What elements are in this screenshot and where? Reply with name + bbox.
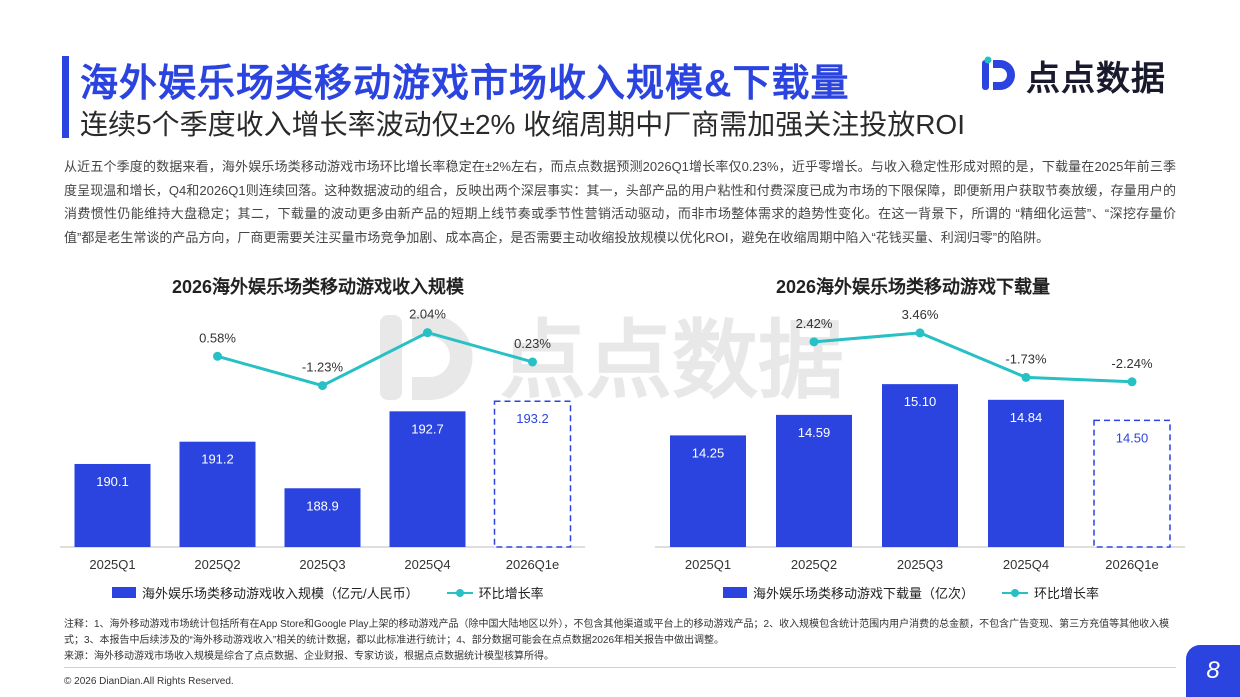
- chart-title-revenue: 2026海外娱乐场类移动游戏收入规模: [172, 277, 465, 297]
- legend-line-label: 环比增长率: [478, 586, 544, 601]
- bar-value-label: 188.9: [306, 498, 339, 513]
- growth-rate-point: [1021, 372, 1031, 382]
- bar-value-label: 192.7: [411, 421, 444, 436]
- footnote-annotation: 注释：1、海外移动游戏市场统计包括所有在App Store和Google Pla…: [64, 619, 1170, 646]
- growth-rate-label: -1.73%: [1005, 351, 1047, 366]
- bar: [670, 435, 746, 547]
- x-tick-label: 2025Q1: [685, 557, 731, 572]
- copyright: © 2026 DianDian.All Rights Reserved.: [64, 676, 234, 687]
- page-subtitle: 连续5个季度收入增长率波动仅±2% 收缩周期中厂商需加强关注投放ROI: [80, 109, 965, 140]
- bar: [988, 399, 1064, 547]
- x-tick-label: 2025Q2: [194, 557, 240, 572]
- revenue-chart: 190.1 2025Q1 191.2 2025Q2 188.9 2025Q3 192.7 20…: [60, 307, 585, 572]
- growth-rate-label: 2.42%: [796, 316, 833, 331]
- downloads-chart-legend: 海外娱乐场类移动游戏下载量（亿次） 环比增长率: [723, 583, 1099, 602]
- bar: [179, 441, 256, 547]
- legend-line-label: 环比增长率: [1034, 586, 1100, 601]
- chart-title-downloads: 2026海外娱乐场类移动游戏下载量: [776, 277, 1051, 297]
- growth-rate-point: [809, 337, 819, 347]
- legend-bar-label: 海外娱乐场类移动游戏下载量（亿次）: [753, 586, 975, 601]
- page-number: 8: [1206, 657, 1220, 684]
- logo-text: 点点数据: [1026, 59, 1166, 98]
- x-tick-label: 2026Q1e: [506, 557, 560, 572]
- bar: [882, 384, 958, 547]
- footnote-source: 来源：海外移动游戏市场收入规模是综合了点点数据、企业财报、专家访谈，根据点点数据…: [64, 651, 554, 662]
- bar-value-label: 14.50: [1116, 430, 1149, 445]
- bar-value-label: 14.59: [798, 425, 831, 440]
- legend-bar-label: 海外娱乐场类移动游戏收入规模（亿元/人民币）: [142, 586, 419, 601]
- logo-mark-icon: [982, 56, 1015, 90]
- footnotes: 注释：1、海外移动游戏市场统计包括所有在App Store和Google Pla…: [64, 617, 1179, 665]
- bar: [776, 414, 852, 547]
- growth-rate-label: 0.23%: [514, 336, 551, 351]
- legend-line-swatch: [1002, 588, 1029, 597]
- growth-rate-point: [528, 357, 537, 367]
- bar-estimate: [1093, 419, 1171, 548]
- bar-value-label: 190.1: [96, 474, 129, 489]
- downloads-chart: 14.25 2025Q1 14.59 2025Q2 15.10 2025Q3 14.84 20…: [655, 307, 1185, 572]
- description-paragraph: 从近五个季度的数据来看，海外娱乐场类移动游戏市场环比增长率稳定在±2%左右，而点…: [64, 159, 1176, 245]
- x-tick-label: 2025Q2: [791, 557, 837, 572]
- growth-rate-point: [213, 351, 222, 361]
- bar-value-label: 14.25: [692, 445, 725, 460]
- bar-value-label: 191.2: [201, 452, 234, 467]
- x-tick-label: 2025Q3: [299, 557, 345, 572]
- bar-value-label: 15.10: [904, 394, 937, 409]
- growth-rate-line: [217, 330, 533, 388]
- page-title: 海外娱乐场类移动游戏市场收入规模&下载量: [80, 63, 850, 105]
- growth-rate-point: [423, 328, 432, 338]
- growth-rate-label: -1.23%: [302, 360, 344, 375]
- x-tick-label: 2025Q4: [1003, 557, 1049, 572]
- bar-value-label: 14.84: [1010, 410, 1043, 425]
- growth-rate-label: 2.04%: [409, 307, 446, 322]
- growth-rate-label: 3.46%: [902, 307, 939, 322]
- growth-rate-point: [318, 381, 327, 391]
- legend-bar-swatch: [112, 587, 136, 598]
- bar-estimate: [493, 400, 572, 548]
- revenue-chart-legend: 海外娱乐场类移动游戏收入规模（亿元/人民币） 环比增长率: [112, 583, 544, 602]
- bar: [284, 488, 361, 547]
- growth-rate-line: [813, 331, 1133, 384]
- legend-line-swatch: [446, 588, 473, 597]
- growth-rate-label: -2.24%: [1111, 356, 1153, 371]
- growth-rate-label: 0.58%: [199, 330, 236, 345]
- x-tick-label: 2025Q1: [89, 557, 135, 572]
- x-tick-label: 2025Q4: [404, 557, 450, 572]
- growth-rate-point: [1127, 377, 1137, 387]
- bar: [74, 463, 151, 547]
- footer-divider: [64, 667, 1176, 668]
- page-number-tab: 8: [1186, 645, 1240, 697]
- legend-bar-swatch: [723, 587, 747, 598]
- growth-rate-point: [915, 328, 925, 338]
- bar-value-label: 193.2: [516, 411, 549, 426]
- title-accent-bar: [62, 56, 69, 138]
- x-tick-label: 2026Q1e: [1105, 557, 1159, 572]
- brand-logo: 点点数据: [982, 55, 1166, 98]
- bar: [389, 411, 466, 547]
- x-tick-label: 2025Q3: [897, 557, 943, 572]
